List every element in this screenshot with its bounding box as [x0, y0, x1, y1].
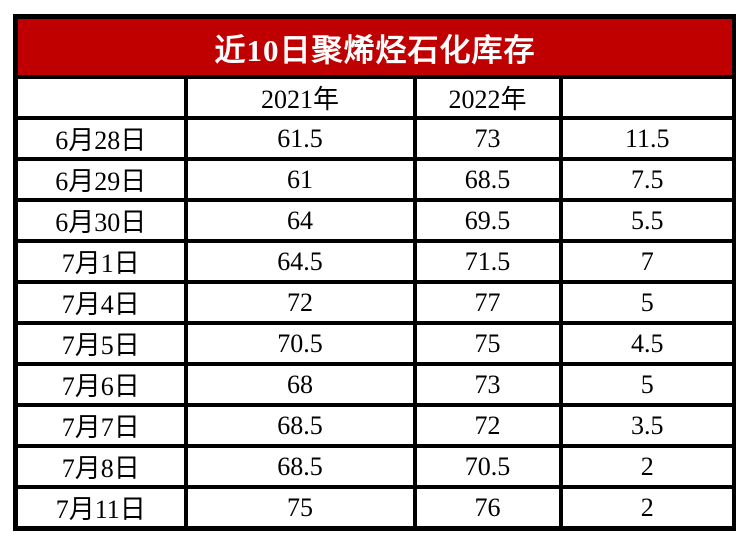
value-2021-cell: 64 — [183, 198, 417, 243]
value-2021-cell: 68.5 — [183, 403, 417, 448]
table-row: 7月8日 68.5 70.5 2 — [13, 444, 736, 489]
diff-cell: 3.5 — [558, 403, 736, 448]
column-header-2021: 2021年 — [183, 75, 417, 120]
value-2021-cell: 64.5 — [183, 239, 417, 284]
value-2022-cell: 72 — [412, 403, 563, 448]
value-2021-cell: 68 — [183, 362, 417, 407]
table-row: 6月29日 61 68.5 7.5 — [13, 157, 736, 202]
value-2021-cell: 70.5 — [183, 321, 417, 366]
title-row: 近10日聚烯烃石化库存 — [13, 14, 736, 79]
value-2021-cell: 61.5 — [183, 116, 417, 161]
value-2022-cell: 71.5 — [412, 239, 563, 284]
date-cell: 7月1日 — [13, 239, 188, 284]
date-cell: 6月28日 — [13, 116, 188, 161]
value-2021-cell: 68.5 — [183, 444, 417, 489]
table-row: 7月7日 68.5 72 3.5 — [13, 403, 736, 448]
diff-cell: 5.5 — [558, 198, 736, 243]
column-header-row: 2021年 2022年 — [13, 75, 736, 120]
date-cell: 7月5日 — [13, 321, 188, 366]
table-row: 7月5日 70.5 75 4.5 — [13, 321, 736, 366]
diff-cell: 7 — [558, 239, 736, 284]
diff-cell: 5 — [558, 362, 736, 407]
diff-cell: 2 — [558, 485, 736, 531]
table-row: 7月1日 64.5 71.5 7 — [13, 239, 736, 284]
column-header-2022: 2022年 — [412, 75, 563, 120]
value-2022-cell: 70.5 — [412, 444, 563, 489]
column-header-diff — [558, 75, 736, 120]
diff-cell: 4.5 — [558, 321, 736, 366]
value-2021-cell: 61 — [183, 157, 417, 202]
date-cell: 7月11日 — [13, 485, 188, 531]
value-2022-cell: 69.5 — [412, 198, 563, 243]
date-cell: 6月30日 — [13, 198, 188, 243]
column-header-date — [13, 75, 188, 120]
table-body: 6月28日 61.5 73 11.5 6月29日 61 68.5 7.5 6月30日 64 69.5… — [13, 116, 736, 531]
value-2022-cell: 77 — [412, 280, 563, 325]
table-title: 近10日聚烯烃石化库存 — [13, 14, 736, 79]
date-cell: 7月4日 — [13, 280, 188, 325]
table-row: 7月4日 72 77 5 — [13, 280, 736, 325]
table-row: 6月30日 64 69.5 5.5 — [13, 198, 736, 243]
diff-cell: 2 — [558, 444, 736, 489]
diff-cell: 7.5 — [558, 157, 736, 202]
value-2022-cell: 73 — [412, 362, 563, 407]
date-cell: 7月8日 — [13, 444, 188, 489]
value-2022-cell: 75 — [412, 321, 563, 366]
date-cell: 6月29日 — [13, 157, 188, 202]
inventory-table: 近10日聚烯烃石化库存 2021年 2022年 6月28日 61.5 73 11.5 6月… — [13, 14, 736, 531]
diff-cell: 11.5 — [558, 116, 736, 161]
date-cell: 7月7日 — [13, 403, 188, 448]
date-cell: 7月6日 — [13, 362, 188, 407]
table-row: 7月11日 75 76 2 — [13, 485, 736, 531]
value-2022-cell: 76 — [412, 485, 563, 531]
value-2021-cell: 75 — [183, 485, 417, 531]
value-2022-cell: 68.5 — [412, 157, 563, 202]
table-row: 7月6日 68 73 5 — [13, 362, 736, 407]
table-row: 6月28日 61.5 73 11.5 — [13, 116, 736, 161]
diff-cell: 5 — [558, 280, 736, 325]
value-2021-cell: 72 — [183, 280, 417, 325]
value-2022-cell: 73 — [412, 116, 563, 161]
